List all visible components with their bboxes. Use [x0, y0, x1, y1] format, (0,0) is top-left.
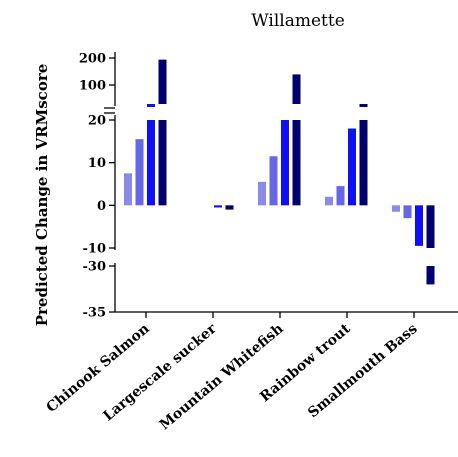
- bar: [359, 104, 368, 107]
- bar: [403, 205, 412, 219]
- bar: [281, 120, 289, 206]
- y-tick-label: 200: [79, 52, 106, 67]
- chart-title: Willamette: [251, 11, 345, 31]
- bar: [135, 139, 144, 206]
- bar: [124, 173, 132, 206]
- bar: [214, 205, 222, 208]
- category-label: Largescale sucker: [100, 320, 220, 424]
- bar: [292, 120, 301, 206]
- bar: [292, 74, 301, 104]
- bar: [258, 181, 266, 206]
- bar: [158, 59, 167, 104]
- bar: [158, 120, 167, 206]
- bar: [147, 104, 155, 107]
- y-tick-label: 0: [97, 199, 106, 214]
- y-tick-label: -10: [83, 242, 107, 257]
- bar: [426, 205, 435, 248]
- y-axis-label: Predicted Change in VRMscore: [33, 64, 51, 327]
- category-label: Smallmouth Bass: [305, 321, 420, 421]
- y-tick-label: 10: [88, 156, 106, 171]
- bar: [359, 120, 368, 206]
- bar: [269, 156, 278, 206]
- bar: [325, 196, 333, 206]
- bar: [225, 205, 234, 210]
- category-label: Mountain Whitefish: [157, 321, 287, 433]
- bar: [392, 205, 400, 212]
- bar: [147, 120, 155, 206]
- bar: [415, 205, 423, 246]
- y-tick-label: -30: [83, 260, 107, 275]
- bar: [426, 266, 435, 285]
- y-tick-label: 20: [88, 114, 106, 129]
- bar: [348, 128, 356, 206]
- bar: [336, 186, 345, 206]
- y-tick-label: -35: [83, 306, 107, 321]
- y-tick-label: 100: [79, 79, 106, 94]
